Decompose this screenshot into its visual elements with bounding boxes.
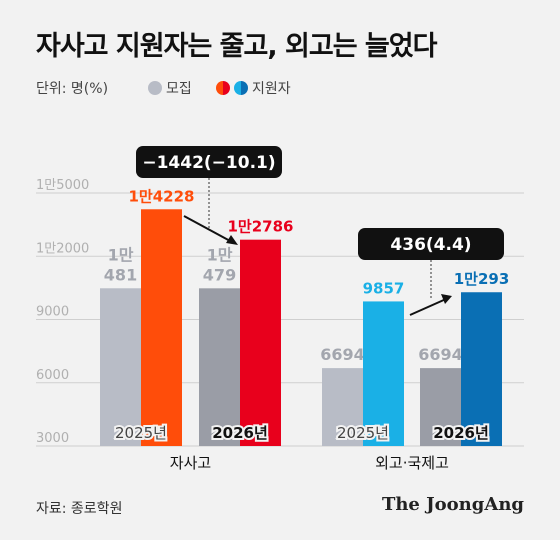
bar-모집-2025년 xyxy=(100,288,141,446)
change-label: 436(4.4) xyxy=(390,235,471,255)
change-arrowhead xyxy=(226,235,238,245)
data-label: 1만 xyxy=(108,245,134,264)
change-box xyxy=(136,146,282,178)
data-label: 9857 xyxy=(363,279,405,297)
y-tick-label: 1만5000 xyxy=(36,178,89,193)
unit-label: 단위: 명(%) xyxy=(36,81,109,97)
year-label: 2025년 xyxy=(337,424,389,442)
data-label: 6694 xyxy=(418,345,463,364)
change-arrow xyxy=(183,215,233,243)
change-box xyxy=(358,228,504,260)
year-label: 2025년 xyxy=(115,424,167,442)
y-tick-label: 1만2000 xyxy=(36,241,89,256)
data-label: 1만4228 xyxy=(129,187,195,205)
legend-applicant: 지원자 xyxy=(216,78,291,98)
bar-지원자-2025년 xyxy=(141,209,182,446)
chart-title: 자사고 지원자는 줄고, 외고는 늘었다 xyxy=(36,31,437,62)
bar-지원자-2026년 xyxy=(461,292,502,446)
data-label: 1만 xyxy=(207,245,233,264)
source-note: 자료: 종로학원 xyxy=(36,501,123,517)
data-label: 6694 xyxy=(320,345,365,364)
legend-applicant-swatch-red xyxy=(216,81,230,95)
bar-지원자-2025년 xyxy=(363,301,404,446)
legend-recruit-swatch xyxy=(148,81,162,95)
bar-모집-2025년 xyxy=(322,368,363,446)
bar-지원자-2026년 xyxy=(240,239,281,446)
bar-모집-2026년 xyxy=(199,288,240,446)
change-arrowhead xyxy=(441,294,452,304)
data-label: 1만293 xyxy=(454,270,510,288)
y-tick-label: 9000 xyxy=(36,305,69,320)
data-label: 479 xyxy=(203,265,236,284)
change-label: −1442(−10.1) xyxy=(142,153,275,173)
bar-모집-2026년 xyxy=(420,368,461,446)
category-label: 자사고 xyxy=(170,454,211,472)
year-label: 2026년 xyxy=(212,424,268,442)
data-label: 1만2786 xyxy=(228,218,294,236)
change-arrow xyxy=(409,298,447,316)
year-label: 2026년 xyxy=(433,424,489,442)
legend-recruit: 모집 xyxy=(148,78,192,98)
y-tick-label: 6000 xyxy=(36,368,69,383)
data-label: 481 xyxy=(104,265,137,284)
brand-logo: The JoongAng xyxy=(381,494,524,515)
category-label: 외고·국제고 xyxy=(375,454,449,472)
legend-recruit-label: 모집 xyxy=(166,81,192,97)
legend-applicant-label: 지원자 xyxy=(252,81,291,97)
legend-applicant-swatch-blue xyxy=(234,81,248,95)
y-tick-label: 3000 xyxy=(36,431,69,446)
